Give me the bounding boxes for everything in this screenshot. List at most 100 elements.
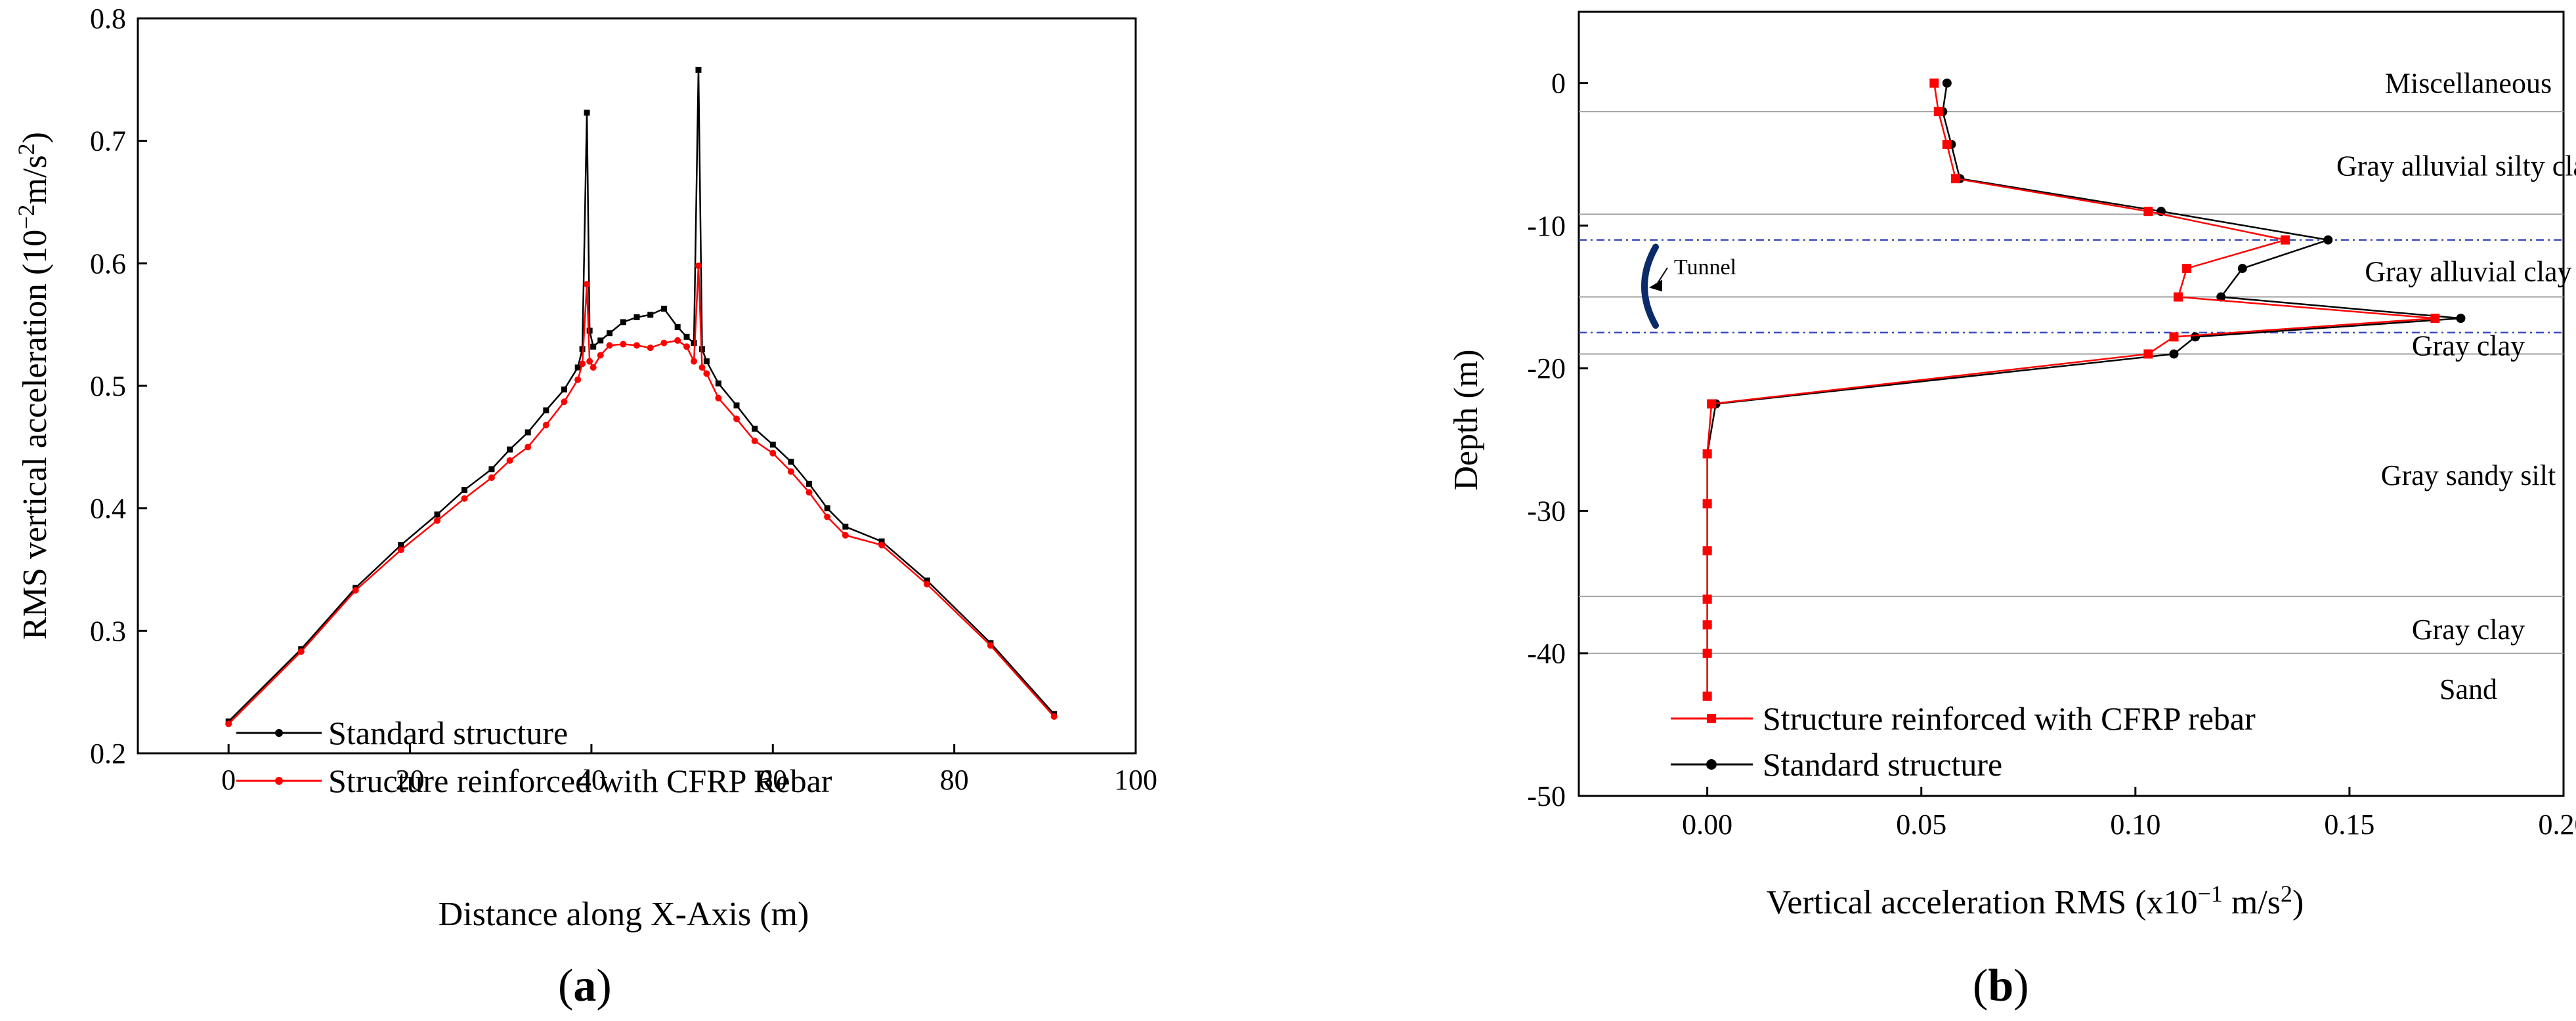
x-tick-label: 100 xyxy=(1114,764,1157,796)
data-point xyxy=(574,364,581,371)
legend-b-standard-marker xyxy=(1706,759,1717,770)
data-point xyxy=(805,489,813,496)
data-point xyxy=(1933,107,1943,117)
data-point xyxy=(434,511,440,518)
panel-a-label: (a) xyxy=(558,961,612,1011)
data-point xyxy=(2430,314,2440,323)
data-point xyxy=(584,281,590,288)
data-point xyxy=(660,305,667,312)
legend-b-cfrp-label: Structure reinforced with CFRP rebar xyxy=(1763,700,2256,737)
tunnel-bracket xyxy=(1641,243,1659,329)
data-point xyxy=(703,358,710,365)
data-point xyxy=(1707,399,1717,409)
data-point xyxy=(878,538,885,545)
data-point xyxy=(2169,332,2179,342)
tunnel-label: Tunnel xyxy=(1674,255,1736,280)
data-point xyxy=(542,421,549,428)
data-point xyxy=(561,398,568,406)
layer-label: Gray clay xyxy=(2412,614,2525,646)
data-point xyxy=(703,370,710,377)
data-point xyxy=(824,513,831,520)
data-point xyxy=(507,446,513,453)
data-point xyxy=(2323,235,2333,245)
data-point xyxy=(590,343,597,350)
data-point xyxy=(586,327,593,334)
data-point xyxy=(543,407,549,413)
panel-b-legend: Structure reinforced with CFRP rebar Sta… xyxy=(1671,700,2256,783)
tunnel-arrow-head xyxy=(1649,280,1662,292)
panel-b: Miscellaneous Gray alluvial silty clay Gra… xyxy=(1448,10,2576,1011)
series-standard-line xyxy=(228,70,1055,722)
data-point xyxy=(2174,292,2183,302)
data-point xyxy=(683,343,690,350)
data-point xyxy=(397,547,404,554)
data-point xyxy=(225,720,232,728)
x-tick-label: 60 xyxy=(758,764,787,796)
data-point xyxy=(752,425,758,432)
panel-b-frame xyxy=(1578,10,2565,797)
series-standard xyxy=(225,66,1058,724)
data-point xyxy=(352,587,359,594)
series-cfrp-line xyxy=(228,266,1055,725)
legend-cfrp-marker xyxy=(275,777,283,785)
data-point xyxy=(691,358,698,365)
data-point xyxy=(2169,349,2179,359)
data-point xyxy=(398,542,404,549)
data-point xyxy=(788,459,794,465)
legend-b-standard-label: Standard structure xyxy=(1763,746,2002,783)
panel-b-paren-open: ( xyxy=(1973,961,1988,1011)
data-point xyxy=(633,314,640,320)
panel-b-series xyxy=(1702,78,2466,701)
layer-label: Miscellaneous xyxy=(2385,68,2552,100)
data-point xyxy=(715,394,722,402)
data-point xyxy=(987,642,994,649)
data-point xyxy=(733,415,740,423)
y-tick-label: 0.5 xyxy=(90,370,126,402)
tunnel-marker: Tunnel xyxy=(1641,243,1736,329)
panel-b-soil-layers: Miscellaneous Gray alluvial silty clay Gra… xyxy=(1579,68,2576,705)
y-tick-label: 0.2 xyxy=(90,738,126,770)
data-point xyxy=(1702,620,1712,630)
x-tick-label: 40 xyxy=(577,764,606,796)
data-point xyxy=(647,344,654,352)
data-point xyxy=(586,358,593,365)
data-point xyxy=(715,380,721,386)
x-tick-label: 0 xyxy=(221,764,236,796)
data-point xyxy=(525,429,531,436)
data-point xyxy=(1702,594,1712,604)
y-tick-label: 0.6 xyxy=(90,247,126,280)
data-point xyxy=(584,110,590,116)
data-point xyxy=(1950,174,1960,184)
y-tick-label: -20 xyxy=(1527,352,1566,385)
data-point xyxy=(878,541,886,549)
panel-a-paren-open: ( xyxy=(558,961,573,1011)
y-tick-label: 0.8 xyxy=(90,3,126,35)
y-tick-label: -50 xyxy=(1527,780,1566,812)
data-point xyxy=(695,66,702,73)
data-point xyxy=(1702,546,1712,556)
data-point xyxy=(683,333,690,340)
data-point xyxy=(633,342,640,349)
panel-b-y-axis-title: Depth (m) xyxy=(1448,349,1485,490)
panel-b-paren-close: ) xyxy=(2013,961,2029,1011)
data-point xyxy=(461,495,468,502)
legend-cfrp-label: Structure reinforced with CFRP Rebar xyxy=(328,762,832,799)
layer-label: Gray alluvial silty clay xyxy=(2336,150,2576,182)
data-point xyxy=(1942,78,1952,88)
data-point xyxy=(787,468,794,475)
panel-a-x-axis-title: Distance along X-Axis (m) xyxy=(439,896,809,933)
panel-a-legend: Standard structure Structure reinforced … xyxy=(236,715,832,799)
data-point xyxy=(434,517,440,524)
data-point xyxy=(842,531,849,539)
data-point xyxy=(698,364,706,371)
data-point xyxy=(579,346,586,352)
data-point xyxy=(297,648,305,656)
data-point xyxy=(1702,499,1712,509)
data-point xyxy=(842,524,849,530)
x-tick-label: 0.05 xyxy=(1896,808,1946,841)
x-tick-label: 20 xyxy=(396,764,425,796)
data-point xyxy=(824,505,830,512)
data-point xyxy=(620,341,627,348)
series-cfrp xyxy=(1702,78,2440,701)
y-tick-label: 0.3 xyxy=(90,615,126,647)
